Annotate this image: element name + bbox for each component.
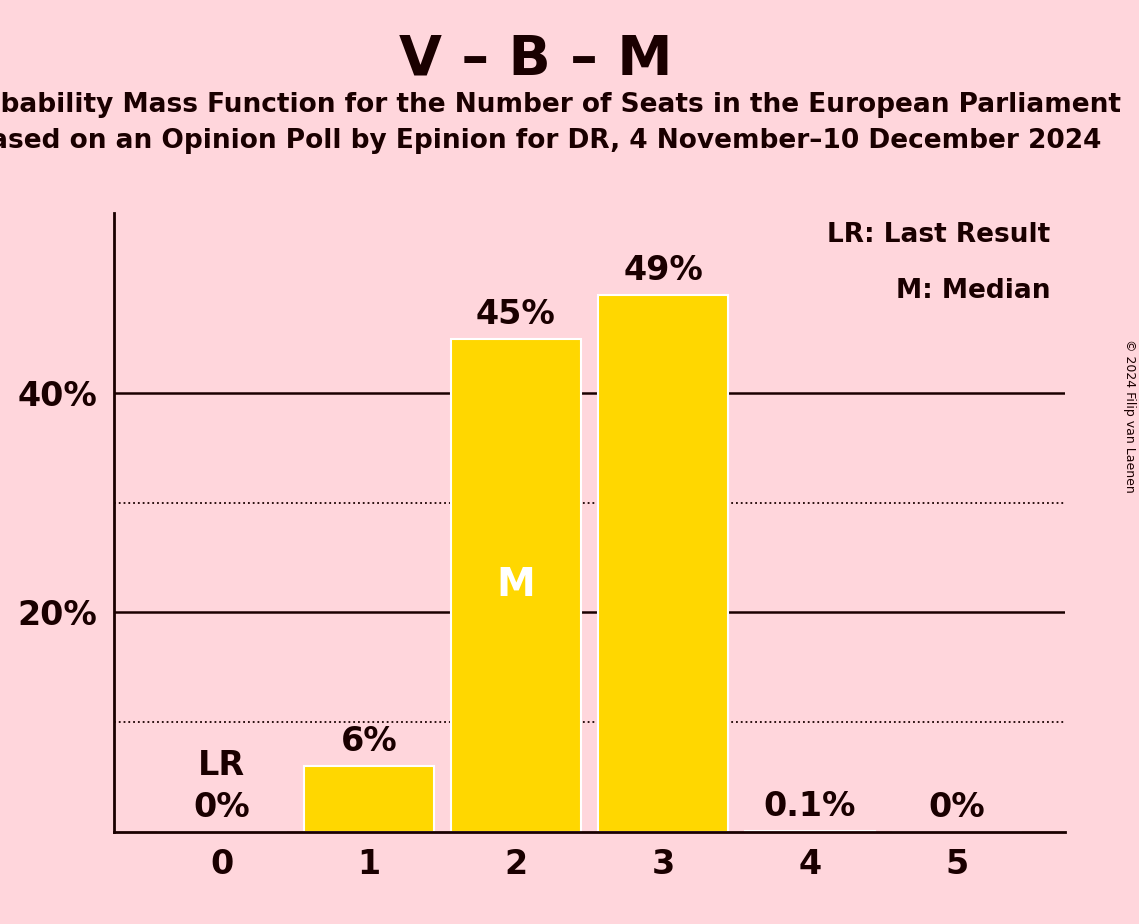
Bar: [745, 831, 875, 832]
Bar: [451, 338, 581, 832]
Text: 45%: 45%: [476, 298, 556, 331]
Bar: [598, 295, 728, 832]
Text: M: Median: M: Median: [896, 277, 1050, 303]
Text: © 2024 Filip van Laenen: © 2024 Filip van Laenen: [1123, 339, 1137, 492]
Text: Probability Mass Function for the Number of Seats in the European Parliament: Probability Mass Function for the Number…: [0, 92, 1121, 118]
Text: 0%: 0%: [928, 791, 985, 824]
Text: 0%: 0%: [194, 791, 251, 824]
Text: V – B – M: V – B – M: [399, 32, 672, 86]
Text: LR: Last Result: LR: Last Result: [827, 222, 1050, 248]
Text: M: M: [497, 566, 535, 604]
Text: 49%: 49%: [623, 254, 703, 287]
Text: Based on an Opinion Poll by Epinion for DR, 4 November–10 December 2024: Based on an Opinion Poll by Epinion for …: [0, 128, 1101, 153]
Text: LR: LR: [198, 749, 245, 783]
Bar: [304, 766, 434, 832]
Text: 6%: 6%: [341, 725, 398, 759]
Text: 0.1%: 0.1%: [764, 790, 857, 823]
